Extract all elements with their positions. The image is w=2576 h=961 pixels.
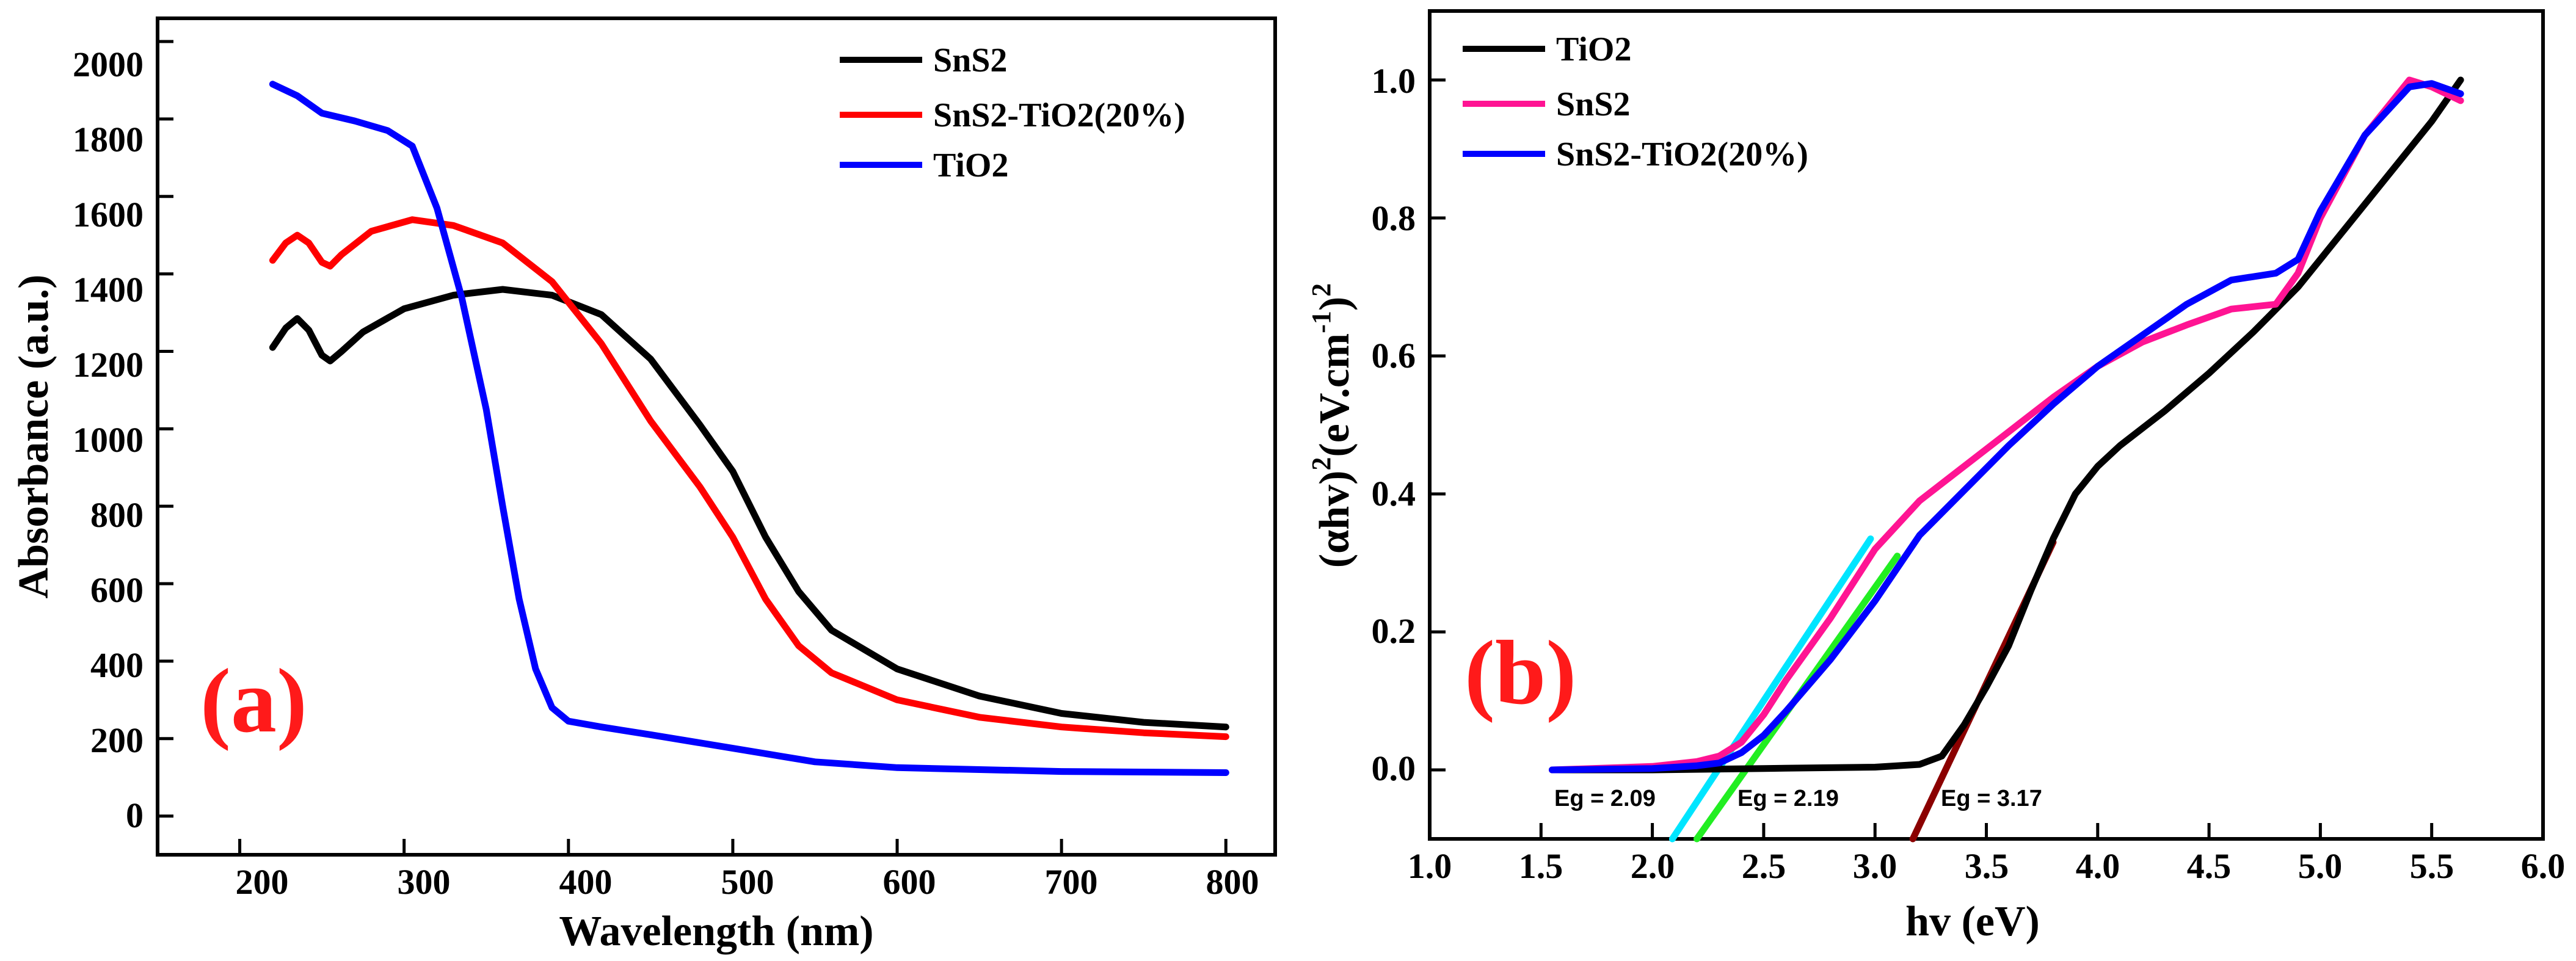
panel-a-y-axis-label: Absorbance (a.u.)	[10, 275, 57, 599]
ylabel-end: )	[1311, 297, 1358, 311]
panel-b-ytick-label: 0.6	[1372, 336, 1416, 375]
panel-b-ytick-label: 0.8	[1372, 198, 1416, 238]
eg-annotation: Eg = 2.19	[1737, 786, 1839, 811]
panel-b-x-axis-label: hv (eV)	[1905, 898, 2040, 945]
panel-a-ytick-label: 800	[90, 495, 144, 535]
panel-b-ytick-label: 1.0	[1372, 61, 1416, 101]
panel-b-y-axis-label: (αhv)2(eV.cm-1)2	[1306, 283, 1358, 568]
legend-label-sns2-tio2: SnS2-TiO2(20%)	[1556, 136, 1808, 173]
panel-b-ytick-label: 0.0	[1372, 749, 1416, 788]
panel-b-ticks	[1428, 78, 2545, 839]
panel-a-xtick-label: 800	[1206, 862, 1259, 902]
panel-a-ytick-label: 0	[126, 796, 144, 835]
ylabel-main: (αhv)	[1311, 471, 1358, 568]
panel-b-xtick-label: 5.5	[2410, 846, 2454, 886]
eg-annotation: Eg = 3.17	[1941, 786, 2042, 811]
panel-b-ytick-label: 0.4	[1372, 474, 1416, 513]
panel-a-legend: SnS2 SnS2-TiO2(20%) TiO2	[840, 42, 1185, 184]
panel-a-xtick-label: 700	[1045, 862, 1098, 902]
panel-b-tag: (b)	[1464, 622, 1576, 723]
panel-a-tag: (a)	[200, 650, 307, 752]
legend-label-sns2: SnS2	[933, 42, 1007, 79]
series-line-sns2	[269, 286, 1229, 731]
panel-a-ytick-label: 200	[90, 720, 144, 760]
ylabel-sup: 2	[1306, 457, 1336, 471]
panel-a-xtick-label: 500	[721, 862, 774, 902]
series-line-tio2	[269, 81, 1229, 776]
panel-a-series	[269, 81, 1229, 776]
ylabel-sup: -1	[1306, 311, 1336, 333]
panel-a-xtick-label: 600	[883, 862, 936, 902]
panel-b-xtick-label: 2.0	[1631, 846, 1675, 886]
legend-label-tio2: TiO2	[1556, 31, 1631, 68]
panel-a: 0 200 400 600 800 1000 1200 1400 1600 18…	[10, 16, 1277, 955]
panel-b: 0.0 0.2 0.4 0.6 0.8 1.0 1.0 1.5 2.0 2.5 …	[1306, 9, 2566, 945]
panel-b-xtick-label: 6.0	[2521, 846, 2566, 886]
panel-b-series	[1549, 76, 2464, 843]
panel-a-ytick-label: 1400	[73, 270, 144, 310]
panel-a-xtick-label: 300	[398, 862, 451, 902]
panel-a-ytick-label: 1200	[73, 345, 144, 385]
panel-a-ytick-label: 1800	[73, 120, 144, 159]
panel-a-xtick-label: 200	[236, 862, 289, 902]
panel-b-xtick-label: 1.5	[1519, 846, 1563, 886]
legend-label-tio2: TiO2	[933, 147, 1008, 184]
panel-a-x-axis-label: Wavelength (nm)	[559, 908, 873, 955]
panel-b-xtick-label: 4.0	[2076, 846, 2120, 886]
series-line-tio2	[1549, 76, 2464, 774]
ylabel-sup: 2	[1306, 283, 1336, 297]
eg-annotation: Eg = 2.09	[1554, 786, 1656, 811]
panel-a-ytick-label: 600	[90, 570, 144, 610]
series-line-sns2-tio2-20	[1549, 80, 2464, 774]
panel-b-xtick-label: 2.5	[1742, 846, 1786, 886]
panel-a-ytick-label: 1600	[73, 195, 144, 234]
legend-label-sns2-tio2: SnS2-TiO2(20%)	[933, 96, 1185, 134]
series-line-sns2-tio2-20	[269, 216, 1229, 741]
panel-a-ytick-label: 2000	[73, 45, 144, 84]
panel-b-legend: TiO2 SnS2 SnS2-TiO2(20%)	[1463, 31, 1808, 173]
panel-a-xtick-label: 400	[559, 862, 613, 902]
panel-b-ytick-label: 0.2	[1372, 611, 1416, 651]
panel-a-ticks	[158, 40, 1228, 855]
panel-b-xtick-label: 3.0	[1853, 846, 1897, 886]
panel-b-xtick-label: 5.0	[2298, 846, 2343, 886]
legend-label-sns2: SnS2	[1556, 85, 1630, 123]
panel-a-ytick-label: 400	[90, 645, 144, 685]
series-line-sns2	[1549, 76, 2464, 774]
tauc-fit-line	[1668, 535, 1874, 843]
panel-b-xtick-label: 1.0	[1408, 846, 1452, 886]
ylabel-mid: (eV.cm	[1311, 333, 1358, 457]
panel-b-xtick-label: 4.5	[2187, 846, 2232, 886]
panel-a-ytick-label: 1000	[73, 420, 144, 460]
panel-a-plot-frame	[156, 16, 1277, 857]
panel-b-xtick-label: 3.5	[1965, 846, 2009, 886]
